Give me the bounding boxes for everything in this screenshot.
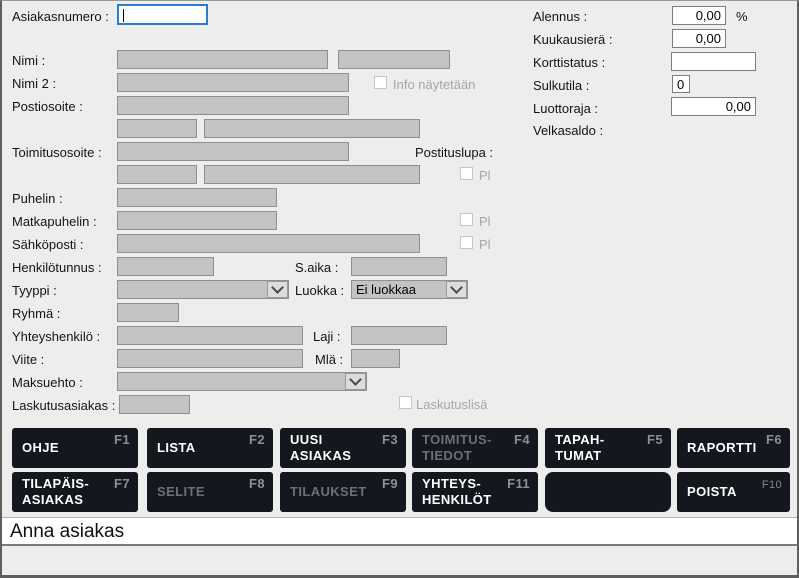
tapahtumat-button[interactable]: TAPAH- TUMAT F5 [545, 428, 671, 468]
sulkutila-label: Sulkutila : [533, 78, 590, 93]
nimi-extra-field [338, 50, 450, 69]
toimitus-postinumero-field [117, 165, 197, 184]
info-naytetaan-label: Info näytetään [393, 77, 476, 92]
mla-label: Mlä : [315, 352, 344, 367]
toimitustiedot-button: TOIMITUS- TIEDOT F4 [412, 428, 538, 468]
puhelin-field [117, 188, 277, 207]
fkey-label: F3 [382, 432, 398, 447]
text-caret [123, 9, 124, 22]
matkapuhelin-field [117, 211, 277, 230]
saika-field [351, 257, 447, 276]
postituslupa-label: Postituslupa : [415, 145, 494, 160]
viite-label: Viite : [12, 352, 45, 367]
sahkoposti-field [117, 234, 420, 253]
alennus-input[interactable]: 0,00 [672, 6, 726, 25]
asiakasnumero-label: Asiakasnumero : [12, 9, 109, 24]
asiakasnumero-input[interactable] [117, 4, 208, 25]
lista-button[interactable]: LISTA F2 [147, 428, 273, 468]
luottoraja-input[interactable]: 0,00 [671, 97, 756, 116]
pl-checkbox-2[interactable] [460, 213, 473, 226]
yhteyshenkilo-field [117, 326, 303, 345]
sulkutila-input[interactable]: 0 [672, 75, 690, 93]
tyyppi-dropdown[interactable] [117, 280, 289, 299]
raportti-button[interactable]: RAPORTTI F6 [677, 428, 790, 468]
fkey-label: F8 [249, 476, 265, 491]
luokka-label: Luokka : [295, 283, 345, 298]
viite-field [117, 349, 303, 368]
yhteyshenkilo-label: Yhteyshenkilö : [12, 329, 101, 344]
luokka-dropdown[interactable]: Ei luokkaa [351, 280, 468, 299]
pl-label-2: Pl [479, 214, 491, 229]
alennus-label: Alennus : [533, 9, 588, 24]
status-message: Anna asiakas [10, 521, 125, 542]
toimitusosoite-field [117, 142, 349, 161]
korttistatus-input[interactable] [671, 52, 756, 71]
kuukausiera-label: Kuukausierä : [533, 32, 613, 47]
laskutuslisa-label: Laskutuslisä [416, 397, 488, 412]
poista-button[interactable]: POISTA F10 [677, 472, 790, 512]
fkey-label: F6 [766, 432, 782, 447]
postiosoite-field [117, 96, 349, 115]
selite-button: SELITE F8 [147, 472, 273, 512]
info-naytetaan-checkbox[interactable] [374, 76, 387, 89]
fkey-label: F2 [249, 432, 265, 447]
nimi-label: Nimi : [12, 53, 46, 68]
luottoraja-label: Luottoraja : [533, 101, 599, 116]
alennus-unit: % [736, 9, 748, 24]
ryhma-field [117, 303, 179, 322]
laskutuslisa-checkbox[interactable] [399, 396, 412, 409]
toimitus-postitoimipaikka-field [204, 165, 420, 184]
laskutusasiakas-label: Laskutusasiakas : [12, 398, 116, 413]
ohje-button[interactable]: OHJE F1 [12, 428, 138, 468]
toimitusosoite-label: Toimitusosoite : [12, 145, 102, 160]
mla-field [351, 349, 400, 368]
nimi2-field [117, 73, 349, 92]
chevron-down-icon [349, 373, 362, 386]
korttistatus-label: Korttistatus : [533, 55, 606, 70]
laji-label: Laji : [313, 329, 341, 344]
maksuehto-label: Maksuehto : [12, 375, 83, 390]
matkapuhelin-label: Matkapuhelin : [12, 214, 97, 229]
laji-field [351, 326, 447, 345]
puhelin-label: Puhelin : [12, 191, 63, 206]
henkilotunnus-field [117, 257, 214, 276]
fkey-label: F7 [114, 476, 130, 491]
velkasaldo-label: Velkasaldo : [533, 123, 604, 138]
fkey-label: F1 [114, 432, 130, 447]
fkey-label: F4 [514, 432, 530, 447]
pl-checkbox-3[interactable] [460, 236, 473, 249]
fkey-label: F5 [647, 432, 663, 447]
saika-label: S.aika : [295, 260, 339, 275]
tilaukset-button: TILAUKSET F9 [280, 472, 406, 512]
ryhma-label: Ryhmä : [12, 306, 61, 321]
maksuehto-dropdown[interactable] [117, 372, 367, 391]
sahkoposti-label: Sähköposti : [12, 237, 84, 252]
nimi-field [117, 50, 328, 69]
pl-label-3: Pl [479, 237, 491, 252]
pl-label-1: Pl [479, 168, 491, 183]
chevron-down-icon [450, 281, 463, 294]
fkey-label: F11 [507, 476, 530, 491]
postitoimipaikka-field [204, 119, 420, 138]
yhteyshenkilot-button[interactable]: YHTEYS- HENKILÖT F11 [412, 472, 538, 512]
empty-button [545, 472, 671, 512]
postiosoite-label: Postiosoite : [12, 99, 83, 114]
fkey-label: F10 [761, 479, 782, 491]
nimi2-label: Nimi 2 : [12, 76, 57, 91]
fkey-label: F9 [382, 476, 398, 491]
chevron-down-icon [271, 281, 284, 294]
henkilotunnus-label: Henkilötunnus : [12, 260, 102, 275]
pl-checkbox-1[interactable] [460, 167, 473, 180]
tyyppi-label: Tyyppi : [12, 283, 57, 298]
uusi-asiakas-button[interactable]: UUSI ASIAKAS F3 [280, 428, 406, 468]
tilapais-asiakas-button[interactable]: TILAPÄIS- ASIAKAS F7 [12, 472, 138, 512]
status-bar: Anna asiakas [2, 517, 797, 546]
kuukausiera-input[interactable]: 0,00 [672, 29, 726, 48]
postinumero-field [117, 119, 197, 138]
laskutusasiakas-field [119, 395, 190, 414]
